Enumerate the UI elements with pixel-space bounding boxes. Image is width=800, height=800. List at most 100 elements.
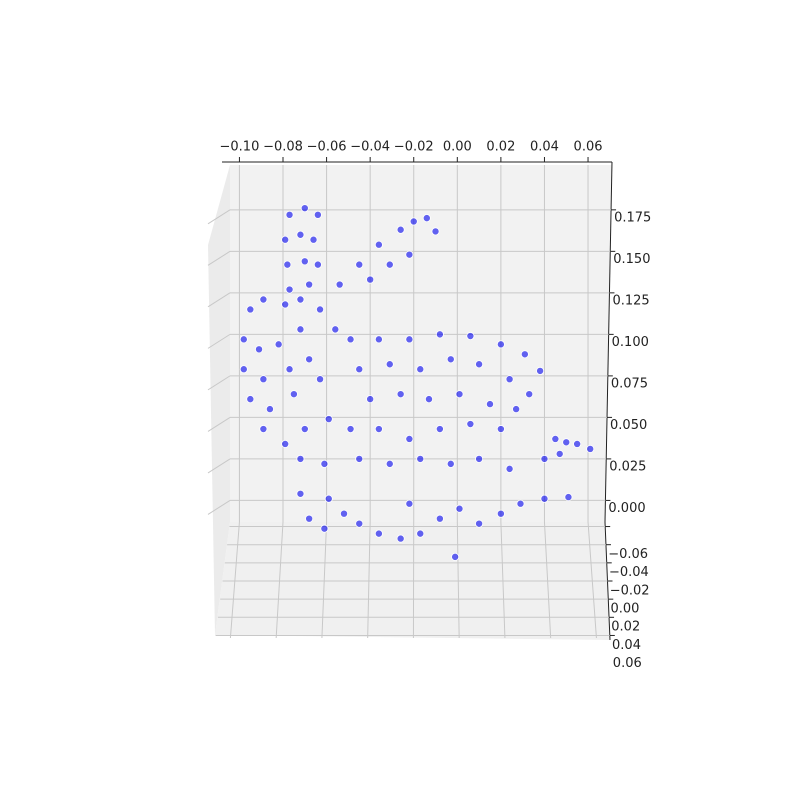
z-tick-label: 0.050: [610, 418, 647, 433]
y-tick-label: 0.04: [612, 638, 641, 653]
point: [466, 420, 475, 429]
grid-line: [207, 333, 231, 349]
point: [305, 355, 314, 364]
y-tick-label: −0.02: [610, 583, 650, 598]
point: [281, 235, 290, 244]
point: [281, 300, 290, 309]
point: [355, 365, 364, 374]
point: [346, 425, 355, 434]
point: [505, 464, 514, 473]
point: [239, 365, 248, 374]
point: [274, 340, 283, 349]
point: [564, 493, 573, 502]
y-tick-label: 0.06: [613, 656, 642, 671]
point: [296, 230, 305, 239]
z-axis-line: [604, 161, 613, 523]
point: [374, 335, 383, 344]
x-tick-label: 0.04: [530, 140, 559, 155]
point: [296, 295, 305, 304]
point: [466, 332, 475, 341]
x-tick-label: −0.04: [350, 140, 390, 155]
point: [289, 390, 298, 399]
y-tick-label: −0.04: [609, 565, 649, 580]
point: [485, 400, 494, 409]
grid-line: [500, 521, 506, 639]
point: [346, 335, 355, 344]
point: [496, 509, 505, 518]
point: [496, 425, 505, 434]
x-tick-label: −0.10: [220, 140, 260, 155]
point: [300, 425, 309, 434]
point: [525, 390, 534, 399]
point: [422, 214, 431, 223]
point: [435, 330, 444, 339]
grid-line: [207, 416, 231, 432]
point: [320, 459, 329, 468]
grid-line: [229, 521, 240, 639]
point: [505, 375, 514, 384]
point: [475, 360, 484, 369]
point: [316, 375, 325, 384]
point: [355, 260, 364, 269]
point: [239, 335, 248, 344]
point: [475, 454, 484, 463]
point: [416, 529, 425, 538]
point: [435, 514, 444, 523]
point: [305, 280, 314, 289]
point: [313, 260, 322, 269]
point: [255, 345, 264, 354]
point: [536, 366, 545, 375]
point: [305, 514, 314, 523]
point: [385, 360, 394, 369]
z-tick-label: 0.025: [609, 459, 646, 474]
point: [374, 425, 383, 434]
point: [446, 355, 455, 364]
grid-line: [207, 250, 231, 266]
point: [520, 350, 529, 359]
point: [300, 257, 309, 266]
grid-line: [275, 521, 284, 639]
point: [405, 335, 414, 344]
grid-line: [321, 521, 328, 639]
point: [309, 235, 318, 244]
point: [259, 295, 268, 304]
grid-line: [207, 499, 231, 515]
point: [296, 454, 305, 463]
point: [496, 340, 505, 349]
point: [300, 204, 309, 213]
point: [285, 365, 294, 374]
back-pane: [230, 165, 612, 522]
point: [405, 499, 414, 508]
point: [320, 524, 329, 533]
point: [586, 444, 595, 453]
point: [296, 325, 305, 334]
point: [396, 534, 405, 543]
point: [416, 365, 425, 374]
point: [573, 439, 582, 448]
grid-line: [207, 375, 231, 391]
point: [283, 260, 292, 269]
point: [405, 434, 414, 443]
point: [281, 439, 290, 448]
point: [366, 395, 375, 404]
point: [285, 210, 294, 219]
point: [316, 305, 325, 314]
point: [385, 459, 394, 468]
point: [431, 227, 440, 236]
grid-line: [587, 521, 597, 639]
point: [540, 494, 549, 503]
point: [475, 519, 484, 528]
y-tick-label: 0.00: [611, 602, 640, 617]
point: [396, 225, 405, 234]
point: [296, 489, 305, 498]
point: [355, 519, 364, 528]
point: [331, 325, 340, 334]
z-tick-label: 0.175: [614, 210, 651, 225]
point: [562, 438, 571, 447]
point: [396, 390, 405, 399]
x-tick-label: 0.00: [443, 140, 472, 155]
point: [246, 305, 255, 314]
grid-line: [207, 209, 231, 225]
point: [259, 375, 268, 384]
